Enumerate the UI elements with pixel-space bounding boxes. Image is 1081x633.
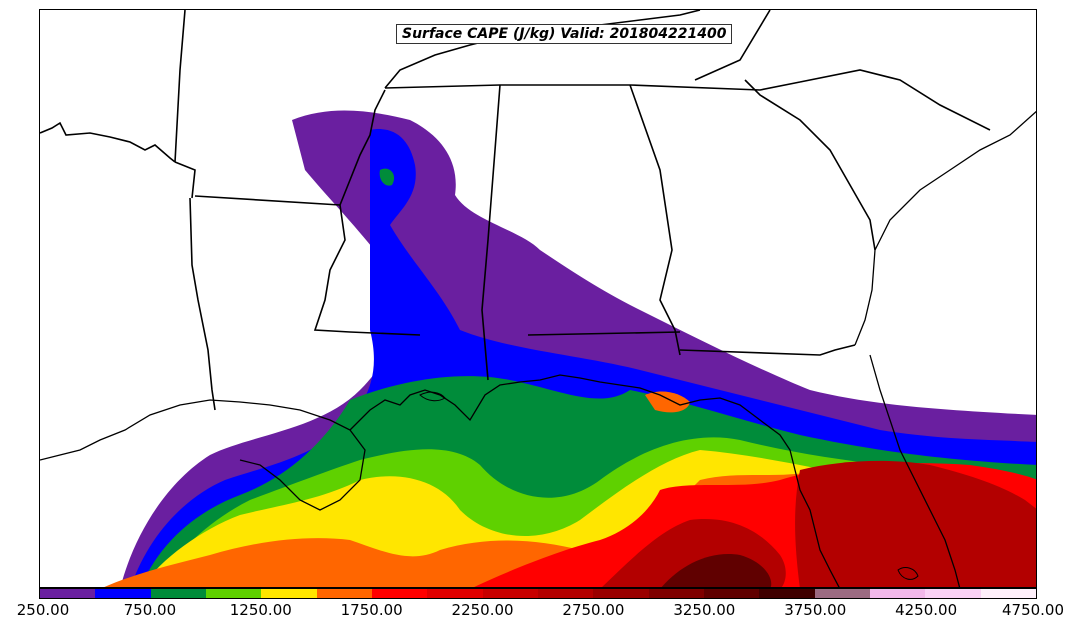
- colorbar-tick-label: 4250.00: [895, 601, 958, 619]
- colorbar-swatch: [261, 589, 317, 598]
- colorbar-tick-label: 1750.00: [340, 601, 403, 619]
- colorbar-swatch: [316, 589, 372, 598]
- border-mo-ar: [40, 121, 176, 163]
- border-northwest: [174, 10, 186, 163]
- coast-fl-east: [869, 354, 961, 587]
- colorbar-tick-label: 2750.00: [562, 601, 625, 619]
- border-al-ga: [629, 84, 681, 356]
- cape-4000: [795, 460, 1036, 587]
- border-ms-al: [481, 84, 501, 381]
- cape-1250-local: [379, 168, 395, 186]
- colorbar-swatch: [427, 589, 483, 598]
- map-title: Surface CAPE (J/kg) Valid: 201804221400: [396, 24, 733, 44]
- lake-pontchartrain: [419, 391, 446, 402]
- cape-map: [40, 10, 1036, 587]
- border-tn-south: [384, 81, 801, 91]
- colorbar-swatch: [814, 589, 870, 598]
- map-panel: Surface CAPE (J/kg) Valid: 201804221400: [39, 9, 1037, 588]
- cape-2750-local: [645, 391, 690, 413]
- colorbar-tick-label: 4750.00: [1001, 601, 1065, 619]
- border-nc-sc: [799, 69, 991, 131]
- border-ar-east: [174, 161, 196, 199]
- state-borders: [40, 10, 991, 411]
- colorbar-tick-label: 2250.00: [451, 601, 514, 619]
- colorbar-swatch: [648, 589, 704, 598]
- border-ga-fl: [679, 344, 856, 356]
- colorbar: [39, 588, 1037, 599]
- border-ms-west: [313, 204, 421, 336]
- border-al-fl: [527, 331, 681, 336]
- border-ky-tn: [384, 10, 701, 89]
- coast-texas: [40, 399, 366, 511]
- colorbar-swatch: [869, 589, 926, 598]
- colorbar-tick-label: 3250.00: [673, 601, 736, 619]
- colorbar-tick-label: 3750.00: [784, 601, 847, 619]
- colorbar-swatch: [593, 589, 649, 598]
- border-ar-ms-river: [339, 89, 386, 206]
- colorbar-swatch: [205, 589, 262, 598]
- border-sc-ga: [744, 79, 876, 251]
- coast-fl-panhandle: [619, 384, 840, 587]
- colorbar-tick-label: 1250.00: [229, 601, 292, 619]
- colorbar-swatch: [40, 589, 96, 598]
- colorbar-swatch: [371, 589, 428, 598]
- border-nc-va: [694, 10, 771, 81]
- cape-4250: [661, 554, 772, 587]
- colorbar-swatch: [703, 589, 760, 598]
- coast-la: [349, 374, 621, 431]
- colorbar-tick-label: 250.00: [16, 601, 70, 619]
- border-ar-la: [194, 195, 341, 206]
- colorbar-tick-label: 750.00: [123, 601, 177, 619]
- lakes: [419, 391, 919, 580]
- colorbar-swatch: [925, 589, 981, 598]
- cape-field: [104, 110, 1036, 587]
- coastline: [40, 110, 1036, 587]
- lake-okeechobee: [897, 567, 919, 580]
- coast-atlantic: [854, 110, 1036, 346]
- colorbar-swatch: [980, 589, 1036, 598]
- colorbar-swatch: [95, 589, 151, 598]
- colorbar-swatch: [482, 589, 538, 598]
- colorbar-ticks: 250.00 750.00 1250.00 1750.00 2250.00 2750.00…: [17, 599, 1064, 629]
- colorbar-swatch: [150, 589, 206, 598]
- border-la-ms: [189, 197, 216, 411]
- colorbar-swatch: [759, 589, 815, 598]
- colorbar-swatch: [537, 589, 594, 598]
